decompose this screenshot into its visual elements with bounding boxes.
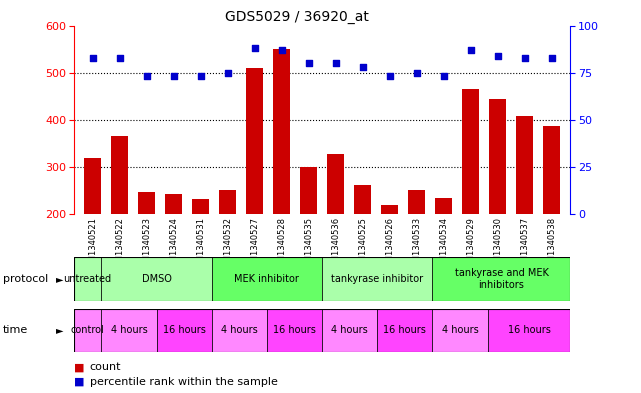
Text: 16 hours: 16 hours — [508, 325, 551, 335]
Bar — [138, 191, 155, 214]
Bar — [516, 116, 533, 214]
Text: 16 hours: 16 hours — [163, 325, 206, 335]
Bar — [165, 195, 183, 214]
Text: GDS5029 / 36920_at: GDS5029 / 36920_at — [224, 10, 369, 24]
Text: GSM1340533: GSM1340533 — [412, 217, 421, 273]
Text: GSM1340522: GSM1340522 — [115, 217, 124, 273]
Point — [547, 55, 557, 61]
Bar — [192, 199, 210, 214]
Bar — [101, 309, 156, 352]
Text: GSM1340530: GSM1340530 — [493, 217, 502, 273]
Text: 4 hours: 4 hours — [221, 325, 258, 335]
Point — [276, 47, 287, 53]
Text: ►: ► — [56, 274, 63, 284]
Bar — [543, 126, 560, 214]
Bar — [433, 257, 570, 301]
Text: GSM1340538: GSM1340538 — [547, 217, 556, 273]
Point — [385, 73, 395, 80]
Text: GSM1340524: GSM1340524 — [169, 217, 178, 273]
Text: 4 hours: 4 hours — [110, 325, 147, 335]
Bar — [74, 309, 101, 352]
Bar — [74, 257, 101, 301]
Text: percentile rank within the sample: percentile rank within the sample — [90, 377, 278, 387]
Text: GSM1340523: GSM1340523 — [142, 217, 151, 273]
Bar — [219, 190, 237, 214]
Text: GSM1340528: GSM1340528 — [277, 217, 286, 273]
Text: 16 hours: 16 hours — [273, 325, 316, 335]
Text: GSM1340521: GSM1340521 — [88, 217, 97, 273]
Bar — [433, 309, 488, 352]
Text: tankyrase inhibitor: tankyrase inhibitor — [331, 274, 423, 284]
Text: protocol: protocol — [3, 274, 49, 284]
Bar — [489, 99, 506, 214]
Text: 16 hours: 16 hours — [383, 325, 426, 335]
Text: 4 hours: 4 hours — [442, 325, 478, 335]
Text: GSM1340534: GSM1340534 — [439, 217, 448, 273]
Point — [115, 55, 125, 61]
Text: ►: ► — [56, 325, 63, 335]
Point — [303, 60, 313, 66]
Text: GSM1340535: GSM1340535 — [304, 217, 313, 273]
Bar — [322, 309, 378, 352]
Text: ■: ■ — [74, 377, 84, 387]
Bar — [246, 68, 263, 214]
Text: GSM1340537: GSM1340537 — [520, 217, 529, 273]
Text: untreated: untreated — [63, 274, 112, 284]
Point — [465, 47, 476, 53]
Text: GSM1340531: GSM1340531 — [196, 217, 205, 273]
Point — [249, 45, 260, 51]
Bar — [408, 190, 426, 214]
Bar — [101, 257, 212, 301]
Bar — [300, 167, 317, 214]
Bar — [488, 309, 570, 352]
Text: GSM1340532: GSM1340532 — [223, 217, 232, 273]
Text: time: time — [3, 325, 28, 335]
Bar — [462, 89, 479, 214]
Text: DMSO: DMSO — [142, 274, 171, 284]
Bar — [267, 309, 322, 352]
Point — [358, 64, 368, 70]
Point — [331, 60, 341, 66]
Text: count: count — [90, 362, 121, 373]
Bar — [111, 136, 128, 214]
Bar — [435, 198, 453, 214]
Point — [412, 70, 422, 76]
Text: GSM1340526: GSM1340526 — [385, 217, 394, 273]
Text: 4 hours: 4 hours — [331, 325, 368, 335]
Bar — [273, 49, 290, 214]
Bar — [327, 154, 344, 214]
Text: tankyrase and MEK
inhibitors: tankyrase and MEK inhibitors — [454, 268, 549, 290]
Text: GSM1340536: GSM1340536 — [331, 217, 340, 273]
Point — [87, 55, 97, 61]
Bar — [212, 309, 267, 352]
Text: GSM1340529: GSM1340529 — [466, 217, 475, 273]
Point — [438, 73, 449, 80]
Point — [142, 73, 152, 80]
Text: GSM1340525: GSM1340525 — [358, 217, 367, 273]
Point — [492, 53, 503, 59]
Bar — [381, 205, 398, 214]
Point — [169, 73, 179, 80]
Bar — [156, 309, 212, 352]
Bar — [84, 158, 101, 214]
Text: control: control — [71, 325, 104, 335]
Bar — [354, 185, 371, 214]
Text: GSM1340527: GSM1340527 — [250, 217, 259, 273]
Point — [196, 73, 206, 80]
Point — [519, 55, 529, 61]
Bar — [212, 257, 322, 301]
Text: ■: ■ — [74, 362, 84, 373]
Bar — [378, 309, 433, 352]
Point — [222, 70, 233, 76]
Text: MEK inhibitor: MEK inhibitor — [235, 274, 299, 284]
Bar — [322, 257, 433, 301]
